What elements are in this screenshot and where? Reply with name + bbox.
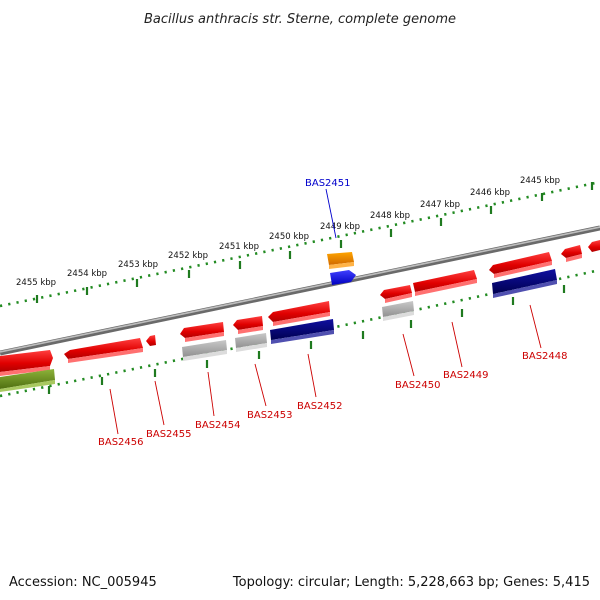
kbp-label: 2449 kbp [320,222,360,232]
gene-label-bas2448[interactable]: BAS2448 [522,351,568,362]
inner-major-ticks [47,285,566,394]
gene-small-red [146,335,156,346]
gene-label-bas2449[interactable]: BAS2449 [443,370,489,381]
gene-orange-bas2451 [327,252,354,269]
kbp-label: 2452 kbp [168,251,208,261]
gene-bas2448 [489,252,557,298]
gene-label-bas2454[interactable]: BAS2454 [195,420,241,431]
gene-label-bas2452[interactable]: BAS2452 [297,401,343,412]
gene-bas2455 [64,338,143,363]
gene-olive [0,369,55,392]
gene-bas2452 [268,301,334,344]
gene-label-bas2453[interactable]: BAS2453 [247,410,293,421]
gene-bas2456-upper [0,350,53,376]
ruler-outer [0,180,600,308]
map-title: Bacillus anthracis str. Sterne, complete… [144,12,456,27]
outer-major-ticks [35,182,594,303]
gene-label-bas2451[interactable]: BAS2451 [305,178,351,189]
kbp-label: 2453 kbp [118,260,158,270]
accession-text: Accession: NC_005945 [9,575,157,590]
kbp-label: 2448 kbp [370,211,410,221]
gene-edge-2 [588,240,600,252]
gene-bas2453 [233,316,267,352]
gene-blue [330,270,356,285]
topology-summary: Topology: circular; Length: 5,228,663 bp… [232,575,590,590]
gene-label-bas2455[interactable]: BAS2455 [146,429,192,440]
gene-bas2450 [380,285,414,321]
ruler-inner [0,268,600,398]
gene-label-bas2450[interactable]: BAS2450 [395,380,441,391]
genome-backbone [0,225,600,356]
kbp-labels: 2455 kbp 2454 kbp 2453 kbp 2452 kbp 2451… [16,176,560,288]
kbp-label: 2451 kbp [219,242,259,252]
leader-lines [109,188,542,435]
kbp-label: 2447 kbp [420,200,460,210]
kbp-label: 2445 kbp [520,176,560,186]
gene-label-bas2456[interactable]: BAS2456 [98,437,144,448]
gene-edge-1 [561,245,582,262]
kbp-label: 2450 kbp [269,232,309,242]
gene-labels: BAS2451 BAS2456 BAS2455 BAS2454 BAS2453 … [98,178,568,448]
kbp-label: 2446 kbp [470,188,510,198]
gene-bas2454 [180,322,227,361]
gene-bas2449 [413,270,477,296]
kbp-label: 2454 kbp [67,269,107,279]
kbp-label: 2455 kbp [16,278,56,288]
